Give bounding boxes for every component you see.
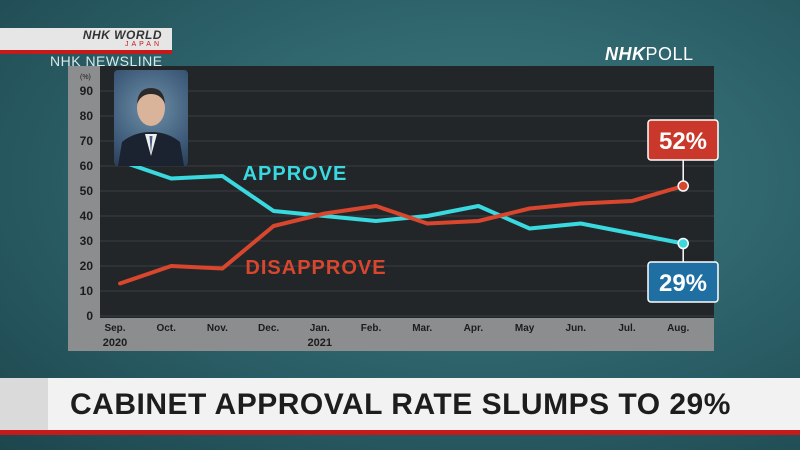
y-tick-label: 30 xyxy=(80,234,94,248)
x-tick-label: Apr. xyxy=(464,323,484,334)
y-tick-label: 60 xyxy=(80,159,94,173)
logo-title: NHK WORLD xyxy=(82,27,162,42)
y-tick-label: 40 xyxy=(80,209,94,223)
y-tick-label: 20 xyxy=(80,259,94,273)
y-tick-label: 10 xyxy=(80,284,94,298)
x-year-label: 2020 xyxy=(103,337,127,349)
y-tick-label: 0 xyxy=(86,309,93,323)
end-marker-approve xyxy=(677,237,689,250)
x-year-label: 2021 xyxy=(308,337,332,349)
caption-edge xyxy=(0,378,48,430)
y-tick-label: 50 xyxy=(80,184,94,198)
x-tick-label: Nov. xyxy=(207,323,228,334)
poll-brand-nhk: NHK xyxy=(605,44,646,64)
end-value-label-approve: 29% xyxy=(659,270,707,297)
x-tick-label: Jul. xyxy=(618,323,635,334)
y-tick-label: 80 xyxy=(80,109,94,123)
y-unit-label: (%) xyxy=(80,74,91,81)
x-tick-label: Jun. xyxy=(566,323,587,334)
x-tick-label: Jan. xyxy=(310,323,330,334)
end-badge-approve xyxy=(647,261,719,303)
y-axis-strip xyxy=(68,66,100,351)
series-label-disapprove: DISAPPROVE xyxy=(245,257,386,279)
x-tick-label: Sep. xyxy=(104,323,125,334)
poll-brand: NHKPOLL xyxy=(605,44,694,65)
prime-minister-photo xyxy=(114,70,188,166)
x-tick-label: May xyxy=(515,323,535,334)
y-tick-label: 90 xyxy=(80,84,94,98)
nhk-world-logo: NHK WORLD JAPAN xyxy=(0,28,172,50)
x-axis-strip xyxy=(100,318,714,351)
caption-bar xyxy=(0,378,800,430)
hair-shape xyxy=(137,88,165,104)
tie-shape xyxy=(149,136,153,154)
series-line-approve xyxy=(118,159,686,246)
x-tick-label: Mar. xyxy=(412,323,432,334)
program-name: NHK NEWSLINE xyxy=(50,53,163,69)
end-marker-disapprove xyxy=(677,180,689,192)
logo-red-stripe xyxy=(0,50,172,54)
poll-brand-word: POLL xyxy=(645,44,694,64)
x-tick-label: Dec. xyxy=(258,323,279,334)
face-shape xyxy=(137,90,165,126)
end-badge-disapprove xyxy=(647,119,719,161)
x-tick-label: Oct. xyxy=(156,323,176,334)
series-label-approve: APPROVE xyxy=(243,163,348,185)
end-value-label-disapprove: 52% xyxy=(659,128,707,155)
y-tick-label: 70 xyxy=(80,134,94,148)
x-tick-label: Aug. xyxy=(667,323,689,334)
logo-subtitle: JAPAN xyxy=(124,40,162,48)
caption-red-stripe xyxy=(0,430,800,435)
series-line-disapprove xyxy=(118,184,686,286)
headline-caption: CABINET APPROVAL RATE SLUMPS TO 29% xyxy=(70,388,731,421)
x-tick-label: Feb. xyxy=(361,323,382,334)
portrait-illustration xyxy=(118,88,184,166)
